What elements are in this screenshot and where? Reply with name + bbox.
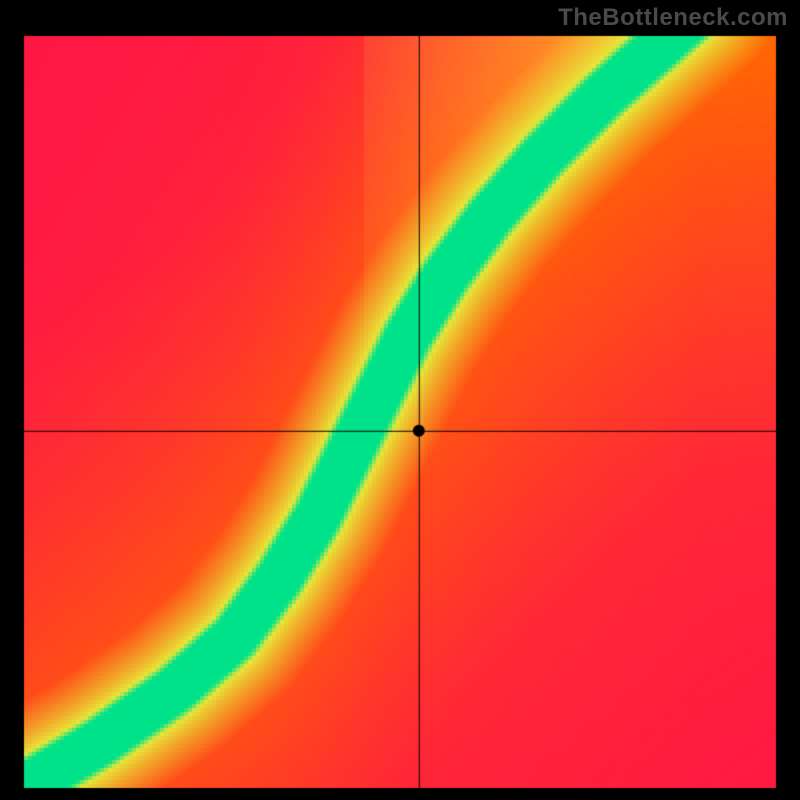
heatmap-canvas	[0, 0, 800, 800]
watermark-text: TheBottleneck.com	[558, 4, 788, 32]
chart-container: TheBottleneck.com	[0, 0, 800, 800]
